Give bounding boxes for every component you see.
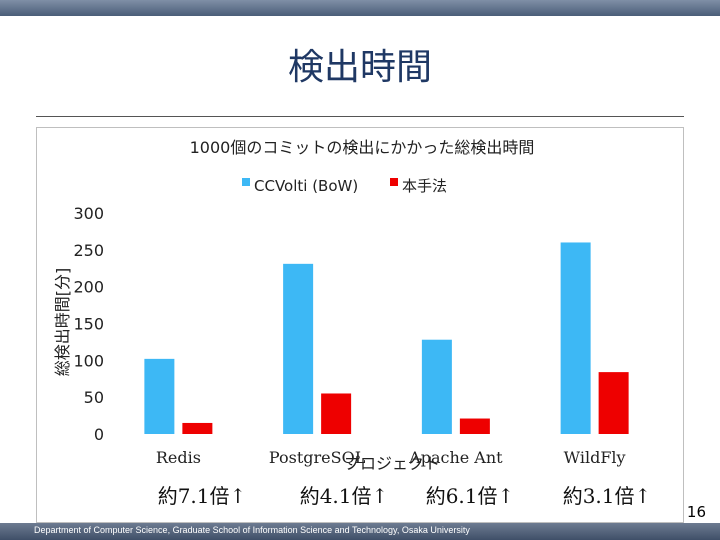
x-tick-label: WildFly [564, 448, 626, 467]
y-tick-label: 100 [73, 351, 104, 370]
legend-swatch [242, 178, 250, 186]
footer-bar: Department of Computer Science, Graduate… [0, 523, 720, 540]
y-tick-label: 300 [73, 204, 104, 223]
legend-swatch [390, 178, 398, 186]
bar [459, 418, 490, 434]
y-tick-label: 50 [84, 388, 104, 407]
page-number: 16 [686, 503, 706, 521]
x-tick-label: Apache Ant [408, 448, 503, 467]
bar [598, 372, 629, 434]
ratio-label-postgresql: 約4.1倍↑ [299, 484, 389, 508]
top-bar [0, 0, 720, 16]
title-divider [36, 116, 684, 117]
bar [560, 242, 591, 434]
bar [182, 422, 213, 434]
ratio-label-apache-ant: 約6.1倍↑ [425, 484, 515, 508]
slide-title: 検出時間 [287, 47, 432, 88]
y-tick-label: 200 [73, 278, 104, 297]
ratio-label-redis: 約7.1倍↑ [157, 484, 247, 508]
chart-title: 1000個のコミットの検出にかかった総検出時間 [190, 138, 535, 157]
y-tick-label: 150 [73, 315, 104, 334]
footer-text: Department of Computer Science, Graduate… [34, 525, 470, 535]
y-axis-label: 総検出時間[分] [53, 268, 72, 377]
x-tick-label: PostgreSQL [269, 448, 366, 467]
y-tick-label: 0 [94, 425, 104, 444]
bar [144, 358, 175, 434]
legend-label: CCVolti (BoW) [254, 177, 358, 195]
legend-label: 本手法 [402, 177, 447, 195]
bar [421, 339, 452, 434]
bar [283, 263, 314, 434]
chart-frame [36, 127, 684, 523]
x-axis-label: プロジェクト [344, 454, 440, 473]
x-tick-label: Redis [156, 448, 201, 467]
y-tick-label: 250 [73, 241, 104, 260]
ratio-label-wildfly: 約3.1倍↑ [562, 484, 652, 508]
bar [321, 393, 352, 434]
